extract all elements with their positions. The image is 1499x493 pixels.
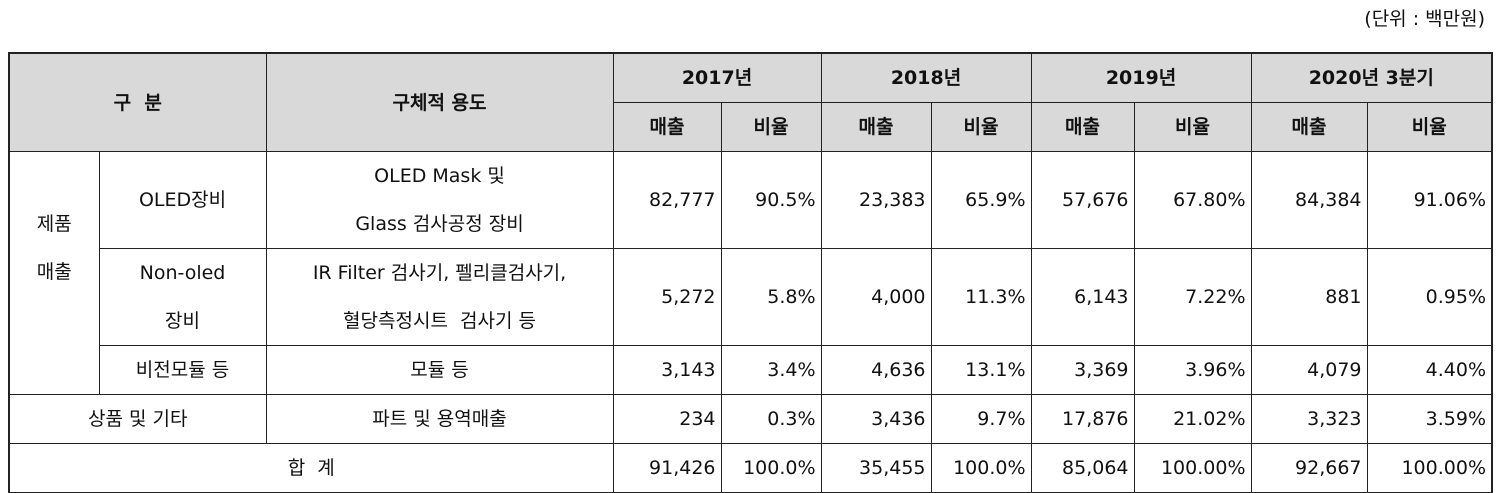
- item-cell: Non-oled 장비: [98, 248, 267, 346]
- item-cell: OLED장비: [98, 151, 267, 249]
- unit-label: (단위 : 백만원): [1364, 8, 1485, 30]
- value-cell: 3,323: [1250, 394, 1368, 444]
- value-cell: 85,064: [1030, 443, 1135, 493]
- header-period: 2017년: [612, 52, 822, 103]
- value-cell: 3.4%: [720, 345, 822, 395]
- value-cell: 4,636: [820, 345, 932, 395]
- item-line: 합 계: [287, 457, 335, 479]
- value-cell: 91.06%: [1366, 151, 1493, 249]
- header-sub: 비율: [720, 102, 822, 152]
- value-cell: 82,777: [612, 151, 722, 249]
- value-cell: 7.22%: [1133, 248, 1252, 346]
- header-sub: 매출: [1030, 102, 1135, 152]
- item-line: 비전모듈 등: [135, 359, 230, 381]
- item-cell: 상품 및 기타: [8, 394, 267, 444]
- value-cell: 21.02%: [1133, 394, 1252, 444]
- usage-line: Glass 검사공정 장비: [355, 213, 524, 235]
- value-cell: 17,876: [1030, 394, 1135, 444]
- value-cell: 84,384: [1250, 151, 1368, 249]
- value-cell: 57,676: [1030, 151, 1135, 249]
- value-cell: 3.59%: [1366, 394, 1493, 444]
- usage-line: 모듈 등: [410, 359, 469, 381]
- value-cell: 91,426: [612, 443, 722, 493]
- item-line: Non-oled: [139, 262, 226, 284]
- value-cell: 881: [1250, 248, 1368, 346]
- value-cell: 23,383: [820, 151, 932, 249]
- usage-line: 파트 및 용역매출: [372, 408, 507, 430]
- header-usage: 구체적 용도: [265, 52, 614, 152]
- value-cell: 65.9%: [930, 151, 1032, 249]
- item-line: OLED장비: [138, 189, 227, 211]
- header-sub: 매출: [1250, 102, 1368, 152]
- item-line: 장비: [165, 310, 200, 332]
- group-line: 매출: [36, 261, 72, 283]
- value-cell: 100.0%: [720, 443, 822, 493]
- header-sub: 매출: [612, 102, 722, 152]
- sales-table: 구 분 구체적 용도 2017년 2018년 2019년 2020년 3분기 매출 비율…: [8, 52, 1494, 493]
- value-cell: 5,272: [612, 248, 722, 346]
- total-label: 합 계: [8, 443, 614, 493]
- value-cell: 3,369: [1030, 345, 1135, 395]
- value-cell: 35,455: [820, 443, 932, 493]
- usage-cell: 파트 및 용역매출: [265, 394, 614, 444]
- value-cell: 0.95%: [1366, 248, 1493, 346]
- usage-line: 혈당측정시트 검사기 등: [343, 310, 536, 332]
- value-cell: 4.40%: [1366, 345, 1493, 395]
- value-cell: 100.00%: [1366, 443, 1493, 493]
- value-cell: 234: [612, 394, 722, 444]
- usage-cell: 모듈 등: [265, 345, 614, 395]
- value-cell: 4,000: [820, 248, 932, 346]
- item-line: 상품 및 기타: [88, 408, 188, 430]
- value-cell: 90.5%: [720, 151, 822, 249]
- usage-line: OLED Mask 및: [374, 165, 505, 187]
- value-cell: 100.00%: [1133, 443, 1252, 493]
- header-period: 2020년 3분기: [1250, 52, 1493, 103]
- header-sub: 비율: [1133, 102, 1252, 152]
- value-cell: 9.7%: [930, 394, 1032, 444]
- header-sub: 비율: [1366, 102, 1493, 152]
- value-cell: 0.3%: [720, 394, 822, 444]
- header-period: 2019년: [1030, 52, 1252, 103]
- value-cell: 3,436: [820, 394, 932, 444]
- header-sub: 매출: [820, 102, 932, 152]
- item-cell: 비전모듈 등: [98, 345, 267, 395]
- usage-cell: IR Filter 검사기, 펠리클검사기, 혈당측정시트 검사기 등: [265, 248, 614, 346]
- value-cell: 5.8%: [720, 248, 822, 346]
- value-cell: 13.1%: [930, 345, 1032, 395]
- value-cell: 4,079: [1250, 345, 1368, 395]
- usage-line: IR Filter 검사기, 펠리클검사기,: [312, 262, 567, 284]
- value-cell: 6,143: [1030, 248, 1135, 346]
- value-cell: 11.3%: [930, 248, 1032, 346]
- header-sub: 비율: [930, 102, 1032, 152]
- value-cell: 67.80%: [1133, 151, 1252, 249]
- header-category: 구 분: [8, 52, 267, 152]
- value-cell: 3,143: [612, 345, 722, 395]
- value-cell: 100.0%: [930, 443, 1032, 493]
- value-cell: 3.96%: [1133, 345, 1252, 395]
- header-period: 2018년: [820, 52, 1032, 103]
- group-line: 제품: [36, 213, 72, 235]
- value-cell: 92,667: [1250, 443, 1368, 493]
- usage-cell: OLED Mask 및 Glass 검사공정 장비: [265, 151, 614, 249]
